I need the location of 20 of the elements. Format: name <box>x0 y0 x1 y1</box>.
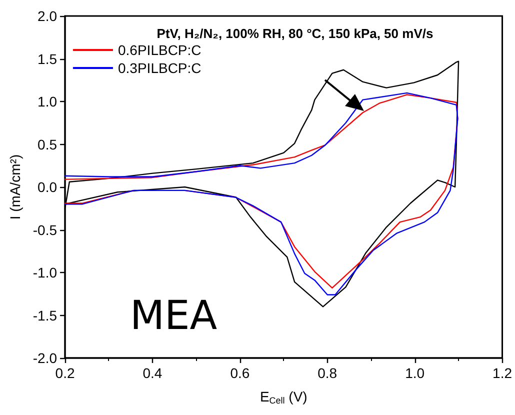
y-tick-label: -1.0 <box>32 264 58 280</box>
x-tick-label: 0.4 <box>142 365 162 381</box>
x-tick-label: 1.0 <box>405 365 425 381</box>
text: PtV, H₂/N₂, 100% RH, 80 °C, 150 kPa, 50 mV/s <box>156 26 434 41</box>
y-tick-label: 0.0 <box>38 179 58 195</box>
x-tick-label: 0.6 <box>230 365 250 381</box>
y-tick-label: 2.0 <box>38 8 58 24</box>
y-axis-title: I (mA/cm²) <box>7 154 23 220</box>
y-tick-label: 0.5 <box>38 136 58 152</box>
y-tick-label: 1.5 <box>38 50 58 67</box>
legend-label: 0.6PILBCP:C <box>118 42 202 58</box>
x-tick-label: 1.2 <box>492 365 512 381</box>
y-tick-label: 1.0 <box>38 94 58 110</box>
x-tick-label: 0.2 <box>55 365 75 381</box>
y-tick-label: -1.5 <box>32 307 58 324</box>
y-tick-label: -2.0 <box>32 350 58 366</box>
y-tick-label: -0.5 <box>32 222 58 238</box>
legend-label: 0.3PILBCP:C <box>118 60 202 76</box>
annotation: MEA <box>130 293 218 339</box>
x-tick-label: 0.8 <box>318 365 338 381</box>
